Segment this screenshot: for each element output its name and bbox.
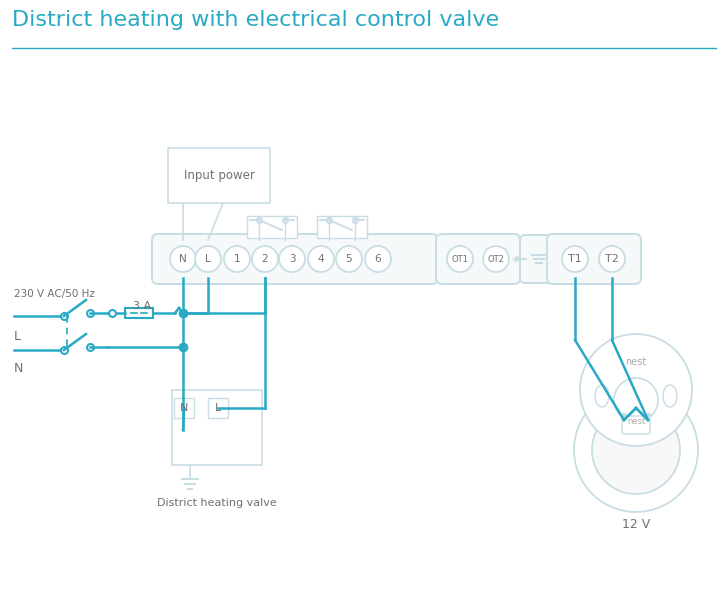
FancyBboxPatch shape — [174, 398, 194, 418]
Ellipse shape — [663, 385, 677, 407]
Text: T1: T1 — [568, 254, 582, 264]
Text: N: N — [180, 403, 188, 413]
Text: 3 A: 3 A — [133, 301, 151, 311]
FancyBboxPatch shape — [436, 234, 520, 284]
Circle shape — [614, 378, 658, 422]
Circle shape — [252, 246, 278, 272]
Text: T2: T2 — [605, 254, 619, 264]
Text: District heating valve: District heating valve — [157, 498, 277, 508]
FancyBboxPatch shape — [208, 398, 228, 418]
Circle shape — [447, 246, 473, 272]
FancyBboxPatch shape — [547, 234, 641, 284]
Circle shape — [224, 246, 250, 272]
Text: 5: 5 — [346, 254, 352, 264]
FancyBboxPatch shape — [317, 216, 367, 238]
Circle shape — [336, 246, 362, 272]
Text: L: L — [215, 403, 221, 413]
Text: 12 V: 12 V — [622, 519, 650, 532]
Circle shape — [483, 246, 509, 272]
Text: OT1: OT1 — [451, 254, 468, 264]
Text: L: L — [205, 254, 211, 264]
Text: Input power: Input power — [183, 169, 255, 182]
Text: nest: nest — [627, 418, 645, 426]
FancyBboxPatch shape — [152, 234, 438, 284]
Circle shape — [195, 246, 221, 272]
Ellipse shape — [595, 385, 609, 407]
Text: 1: 1 — [234, 254, 240, 264]
Circle shape — [365, 246, 391, 272]
Circle shape — [170, 246, 196, 272]
Text: N: N — [179, 254, 187, 264]
Text: OT2: OT2 — [488, 254, 505, 264]
FancyBboxPatch shape — [125, 308, 153, 318]
Circle shape — [599, 246, 625, 272]
Text: 2: 2 — [261, 254, 269, 264]
Text: N: N — [14, 362, 23, 374]
FancyBboxPatch shape — [168, 148, 270, 203]
FancyBboxPatch shape — [622, 416, 650, 434]
Text: 3: 3 — [289, 254, 296, 264]
Circle shape — [279, 246, 305, 272]
Text: District heating with electrical control valve: District heating with electrical control… — [12, 10, 499, 30]
Text: nest: nest — [625, 357, 646, 367]
Text: 4: 4 — [317, 254, 324, 264]
Text: 230 V AC/50 Hz: 230 V AC/50 Hz — [14, 289, 95, 299]
FancyBboxPatch shape — [247, 216, 297, 238]
Circle shape — [308, 246, 334, 272]
Circle shape — [562, 246, 588, 272]
Circle shape — [580, 334, 692, 446]
Circle shape — [574, 388, 698, 512]
Text: 6: 6 — [375, 254, 381, 264]
FancyBboxPatch shape — [520, 235, 558, 283]
FancyBboxPatch shape — [172, 390, 262, 465]
Circle shape — [592, 406, 680, 494]
Text: L: L — [14, 330, 21, 343]
